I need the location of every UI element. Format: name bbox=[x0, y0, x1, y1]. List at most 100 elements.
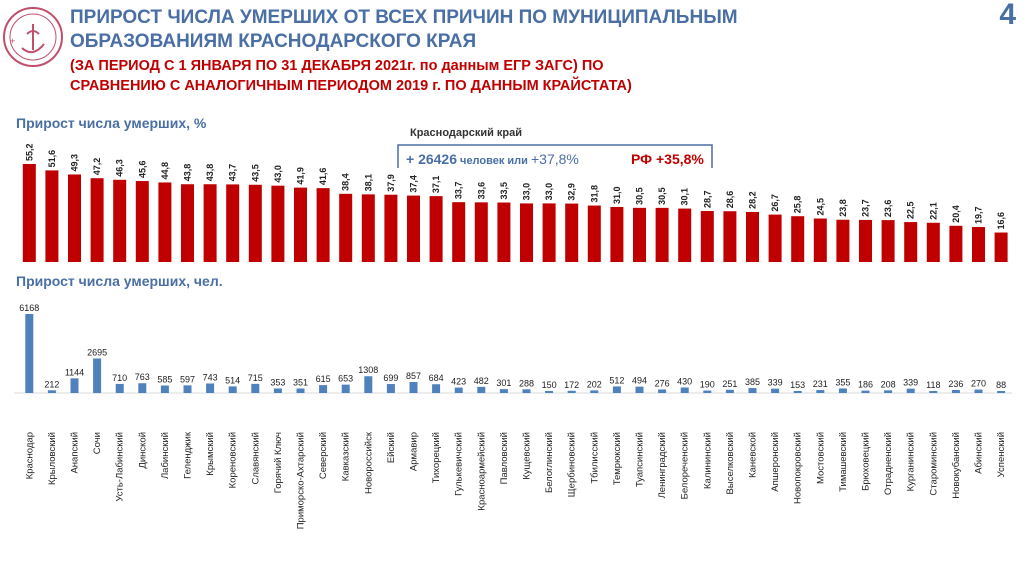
category-label: Кущевский bbox=[522, 432, 533, 480]
pct-bar bbox=[723, 211, 737, 262]
pct-bar bbox=[271, 185, 285, 262]
callout-prefix: + 26426 bbox=[406, 151, 457, 167]
abs-bar bbox=[906, 388, 915, 393]
abs-bar bbox=[70, 378, 79, 393]
pct-value-label: 23,7 bbox=[861, 199, 871, 217]
category-labels: Краснодар Крыловский Анапский Сочи Усть-Лаби… bbox=[24, 431, 1007, 529]
abs-bar bbox=[273, 388, 282, 393]
category-label: Темрюкский bbox=[612, 432, 623, 485]
category-label: Калининский bbox=[702, 432, 713, 489]
abs-value-label: 710 bbox=[112, 373, 127, 383]
pct-bar bbox=[22, 164, 36, 262]
pct-value-label: 37,1 bbox=[431, 176, 441, 194]
abs-bar bbox=[680, 387, 689, 393]
abs-bar bbox=[522, 389, 531, 393]
pct-bar bbox=[813, 218, 827, 262]
category-label: Туапсинский bbox=[635, 432, 646, 487]
abs-value-label: 172 bbox=[564, 380, 579, 390]
abs-value-label: 385 bbox=[745, 377, 760, 387]
pct-bar bbox=[248, 184, 262, 262]
pct-value-label: 38,4 bbox=[341, 173, 351, 191]
category-label: Абинский bbox=[974, 432, 985, 474]
abs-bar bbox=[635, 386, 644, 393]
abs-value-label: 857 bbox=[406, 371, 421, 381]
pct-value-label: 33,0 bbox=[544, 183, 554, 201]
abs-bar bbox=[251, 383, 260, 393]
category-label: Приморско-Ахтарский bbox=[296, 432, 307, 529]
abs-value-label: 270 bbox=[971, 379, 986, 389]
abs-value-label: 653 bbox=[338, 374, 353, 384]
category-label: Крымский bbox=[205, 432, 216, 476]
category-label: Гулькевичский bbox=[454, 432, 465, 496]
abs-value-label: 212 bbox=[44, 379, 59, 389]
abs-bar bbox=[386, 384, 395, 393]
abs-bar bbox=[138, 383, 147, 393]
category-label: Новопокровский bbox=[793, 432, 804, 504]
category-label: Северский bbox=[318, 432, 329, 479]
pct-bar bbox=[994, 232, 1008, 262]
abs-value-label: 514 bbox=[225, 375, 240, 385]
callout-text: + 26426 человек или +37,8% bbox=[406, 151, 579, 167]
abs-bar bbox=[884, 390, 893, 393]
pct-bar bbox=[316, 188, 330, 262]
abs-value-label: 615 bbox=[316, 374, 331, 384]
category-label: Сочи bbox=[92, 432, 103, 454]
abs-value-label: 351 bbox=[293, 378, 308, 388]
abs-value-label: 6168 bbox=[19, 303, 39, 313]
abs-value-label: 353 bbox=[270, 377, 285, 387]
abs-value-label: 231 bbox=[813, 379, 828, 389]
abs-bar bbox=[477, 386, 486, 393]
category-label: Крыловский bbox=[47, 432, 58, 485]
category-label: Курганинский bbox=[906, 432, 917, 491]
pct-chart-title: Прирост числа умерших, % bbox=[16, 115, 207, 131]
category-label: Усть-Лабинский bbox=[115, 432, 126, 502]
abs-bar bbox=[816, 390, 825, 393]
pct-value-label: 24,5 bbox=[815, 198, 825, 216]
abs-value-label: 153 bbox=[790, 380, 805, 390]
abs-chart-title: Прирост числа умерших, чел. bbox=[16, 273, 223, 289]
pct-value-label: 16,6 bbox=[996, 212, 1006, 230]
pct-bar bbox=[520, 203, 533, 262]
abs-bar bbox=[590, 390, 599, 393]
subtitle-line-2: СРАВНЕНИЮ С АНАЛОГИЧНЫМ ПЕРИОДОМ 2019 г.… bbox=[70, 78, 632, 94]
abs-value-label: 699 bbox=[383, 373, 398, 383]
abs-bar bbox=[748, 388, 757, 393]
category-label: Ленинградский bbox=[657, 432, 668, 498]
callout-mid: человек или bbox=[457, 155, 531, 167]
abs-value-label: 276 bbox=[655, 378, 670, 388]
title-line-1: ПРИРОСТ ЧИСЛА УМЕРШИХ ОТ ВСЕХ ПРИЧИН ПО … bbox=[70, 7, 738, 28]
abs-value-label: 236 bbox=[948, 379, 963, 389]
pct-bar bbox=[407, 195, 420, 262]
pct-bar bbox=[926, 222, 940, 262]
pct-bar bbox=[949, 225, 963, 262]
abs-value-label: 494 bbox=[632, 376, 647, 386]
abs-bar bbox=[929, 391, 938, 393]
abs-bar bbox=[341, 384, 350, 393]
title-line-2: ОБРАЗОВАНИЯМ КРАСНОДАРСКОГО КРАЯ bbox=[70, 31, 477, 52]
pct-value-label: 22,1 bbox=[928, 202, 938, 220]
pct-value-label: 30,1 bbox=[680, 188, 690, 206]
pct-bar bbox=[452, 202, 466, 262]
category-label: Староминский bbox=[928, 432, 939, 496]
pct-value-label: 43,8 bbox=[205, 164, 215, 182]
abs-value-label: 355 bbox=[835, 377, 850, 387]
category-label: Тихорецкий bbox=[431, 432, 442, 483]
abs-value-label: 684 bbox=[429, 373, 444, 383]
pct-bar bbox=[135, 181, 149, 262]
pct-bar bbox=[746, 211, 759, 262]
pct-bar bbox=[361, 194, 375, 262]
abs-value-label: 118 bbox=[926, 380, 940, 390]
pct-bar bbox=[587, 205, 601, 262]
pct-bar bbox=[904, 222, 918, 262]
pct-value-label: 22,5 bbox=[906, 202, 916, 220]
pct-bar bbox=[836, 219, 850, 262]
category-label: Красноармейский bbox=[476, 432, 487, 511]
pct-value-label: 55,2 bbox=[24, 143, 34, 161]
pct-value-label: 19,7 bbox=[974, 206, 984, 224]
pct-value-label: 33,5 bbox=[499, 182, 509, 200]
abs-bar bbox=[409, 382, 418, 393]
pct-value-label: 37,9 bbox=[386, 174, 396, 192]
abs-value-label: 339 bbox=[768, 378, 783, 388]
